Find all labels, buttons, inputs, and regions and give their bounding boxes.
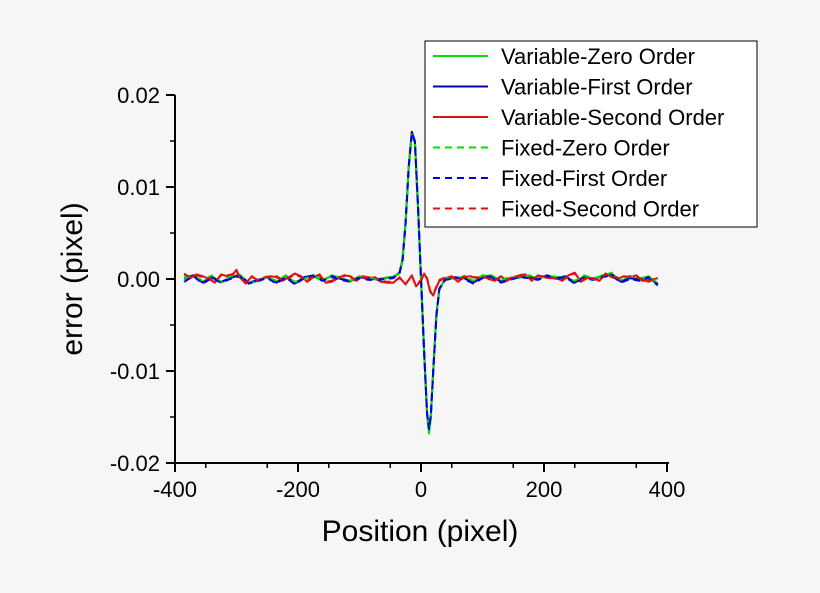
x-tick-label: 0: [415, 477, 427, 502]
y-tick-label: 0.01: [117, 175, 160, 200]
x-tick-label: 200: [526, 477, 563, 502]
y-tick-label: -0.01: [110, 359, 160, 384]
legend-label-6: Fixed-Second Order: [501, 197, 699, 222]
legend: Variable-Zero Order Variable-First Order V…: [424, 40, 758, 228]
legend-label-3: Variable-Second Order: [501, 105, 724, 130]
series-lines: [183, 130, 659, 435]
legend-box: [424, 40, 758, 228]
legend-label-4: Fixed-Zero Order: [501, 136, 670, 161]
ticks: -400 -200 0 200 400 -0.02 -0.01 0.00 0.01 0.02: [110, 83, 686, 502]
x-tick-label: -200: [276, 477, 320, 502]
y-tick-label: 0.02: [117, 83, 160, 108]
y-axis-label: error (pixel): [56, 202, 89, 355]
x-axis-label: Position (pixel): [322, 515, 519, 548]
legend-label-1: Variable-Zero Order: [501, 44, 695, 69]
y-tick-label: 0.00: [117, 267, 160, 292]
legend-label-5: Fixed-First Order: [501, 166, 667, 191]
legend-label-2: Variable-First Order: [501, 75, 693, 100]
y-tick-label: -0.02: [110, 451, 160, 476]
x-tick-label: 400: [649, 477, 686, 502]
x-tick-label: -400: [153, 477, 197, 502]
